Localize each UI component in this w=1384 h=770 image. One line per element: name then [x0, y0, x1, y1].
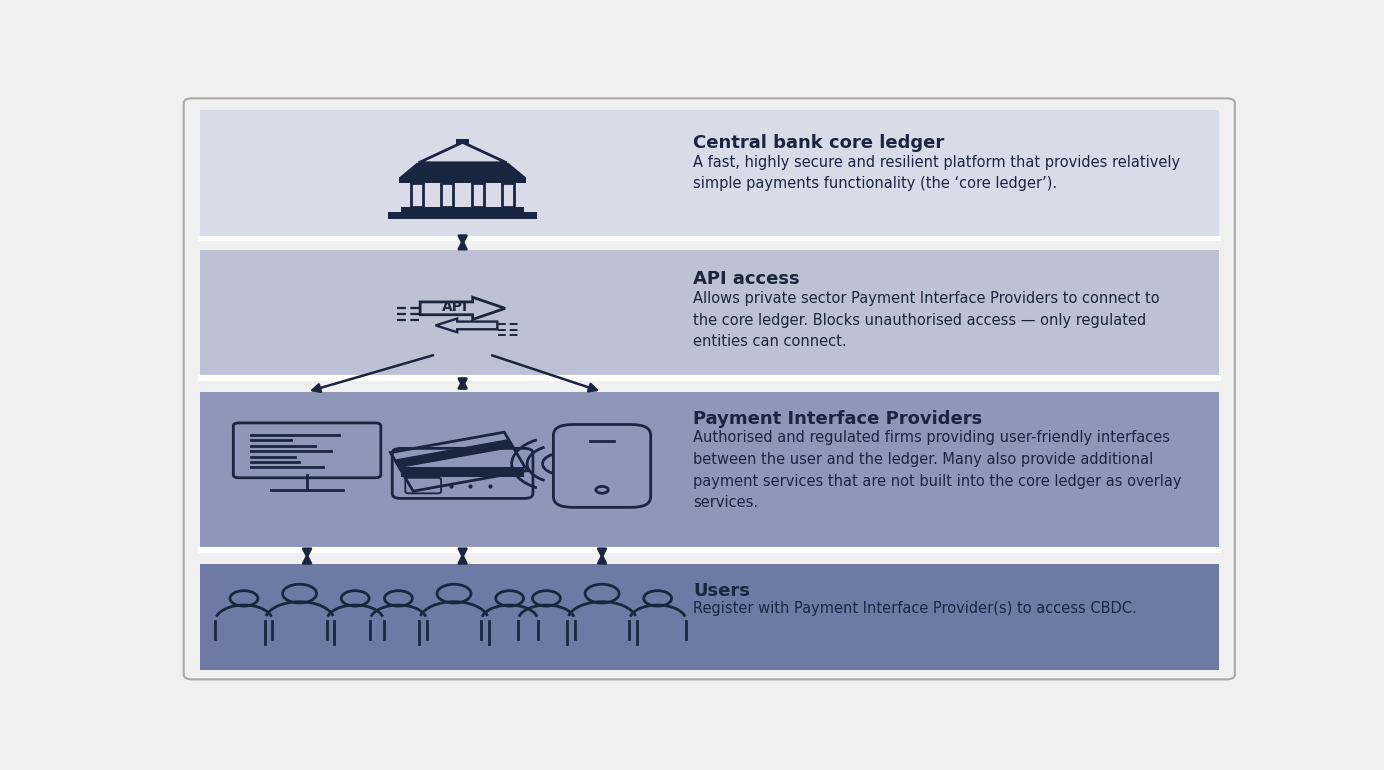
Text: API: API — [441, 300, 468, 314]
Bar — [441, 183, 454, 207]
Bar — [399, 177, 526, 183]
Polygon shape — [399, 162, 526, 177]
Text: Register with Payment Interface Provider(s) to access CBDC.: Register with Payment Interface Provider… — [693, 601, 1138, 615]
Bar — [472, 183, 484, 207]
Bar — [502, 183, 515, 207]
Text: A fast, highly secure and resilient platform that provides relatively
simple pay: A fast, highly secure and resilient plat… — [693, 155, 1181, 191]
Bar — [199, 564, 1219, 671]
Text: Allows private sector Payment Interface Providers to connect to
the core ledger.: Allows private sector Payment Interface … — [693, 291, 1160, 350]
Bar — [199, 249, 1219, 377]
Bar — [388, 213, 537, 219]
Polygon shape — [394, 439, 513, 468]
Bar — [457, 139, 469, 144]
Text: Authorised and regulated firms providing user-friendly interfaces
between the us: Authorised and regulated firms providing… — [693, 430, 1182, 511]
Text: Users: Users — [693, 581, 750, 600]
Text: Payment Interface Providers: Payment Interface Providers — [693, 410, 983, 427]
Bar — [401, 467, 525, 477]
Bar — [199, 392, 1219, 549]
Bar — [411, 183, 424, 207]
FancyBboxPatch shape — [184, 99, 1235, 679]
Text: Central bank core ledger: Central bank core ledger — [693, 134, 944, 152]
Bar — [199, 110, 1219, 238]
Text: API access: API access — [693, 270, 800, 288]
Bar — [401, 207, 525, 213]
